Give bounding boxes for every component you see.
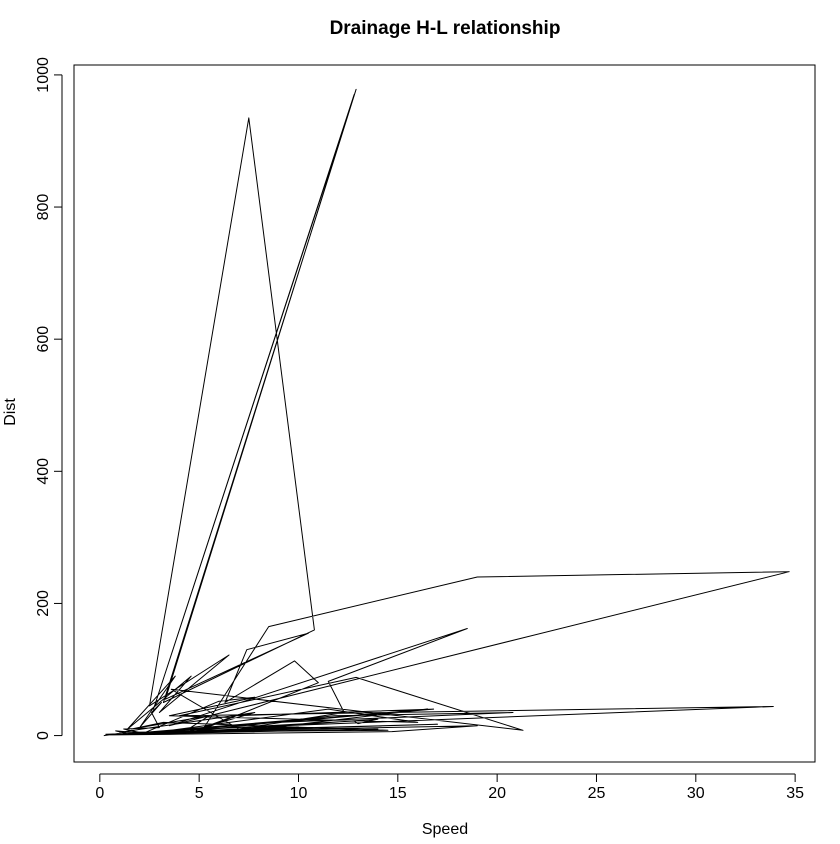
x-tick-label: 35 [786, 785, 804, 802]
x-tick-label: 30 [687, 785, 705, 802]
x-tick-label: 5 [195, 785, 204, 802]
chart-title: Drainage H-L relationship [330, 18, 561, 39]
y-axis-label: Dist [2, 398, 19, 426]
series-line [103, 88, 790, 737]
x-tick-label: 25 [588, 785, 606, 802]
x-axis: 0 5 10 15 20 25 30 35 [95, 773, 804, 802]
y-tick-label: 1000 [35, 57, 52, 93]
y-tick-label: 200 [35, 590, 52, 617]
y-tick-label: 600 [35, 326, 52, 353]
y-tick-label: 0 [35, 731, 52, 740]
x-tick-label: 15 [389, 785, 407, 802]
plot-frame [73, 64, 816, 763]
x-axis-label: Speed [422, 821, 468, 838]
y-tick-label: 800 [35, 194, 52, 221]
y-axis: 0 200 400 600 800 1000 [35, 57, 63, 740]
y-tick-label: 400 [35, 458, 52, 485]
x-tick-label: 10 [290, 785, 308, 802]
x-tick-label: 20 [488, 785, 506, 802]
x-tick-label: 0 [95, 785, 104, 802]
